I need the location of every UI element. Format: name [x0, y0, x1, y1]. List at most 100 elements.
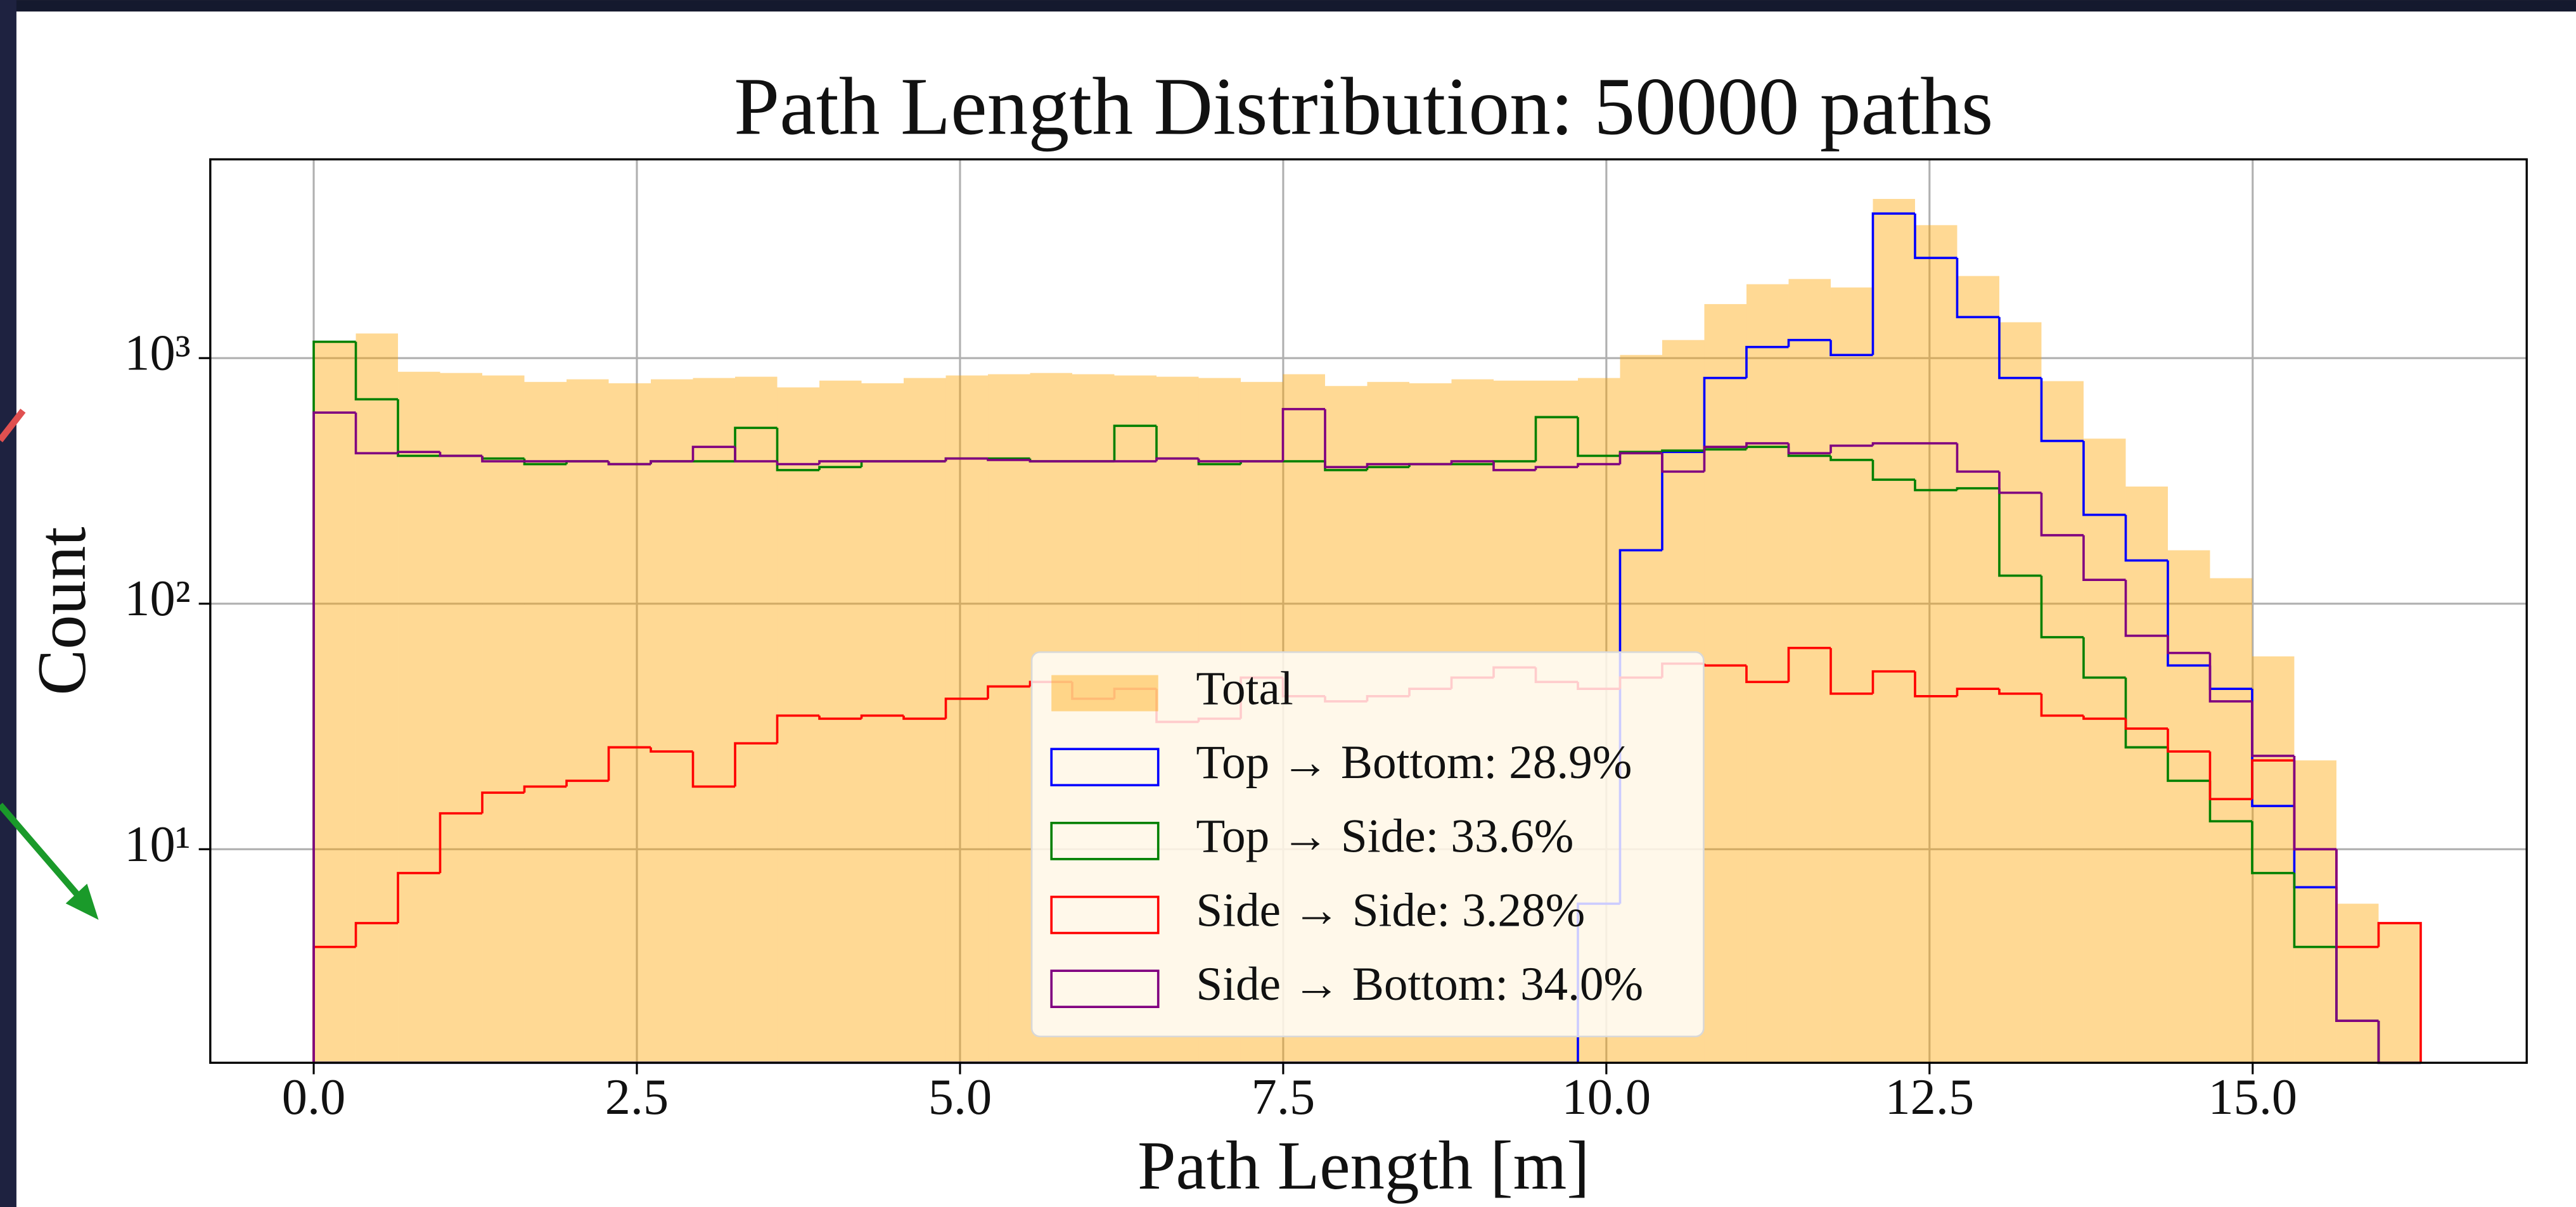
step-segment	[2040, 492, 2084, 537]
step-segment	[691, 445, 736, 462]
bar	[440, 373, 483, 1063]
bar	[2167, 550, 2210, 1063]
step-segment	[2082, 715, 2126, 720]
step-segment	[565, 779, 609, 787]
step-segment	[1956, 443, 1999, 473]
step-segment	[2335, 849, 2379, 1023]
legend-label: Top → Side: 33.6%	[1196, 810, 1573, 863]
axes-frame	[209, 158, 2528, 1064]
screen-frame-top	[0, 0, 2576, 12]
step-segment	[2040, 378, 2084, 442]
bar	[1830, 287, 1873, 1063]
step-segment	[2124, 580, 2168, 637]
step-segment	[1956, 258, 1999, 319]
step-segment	[1787, 338, 1831, 347]
legend-label: Side → Bottom: 34.0%	[1196, 958, 1643, 1011]
legend-label: Side → Side: 3.28%	[1196, 884, 1585, 936]
step-segment	[2208, 751, 2252, 801]
bar	[398, 371, 440, 1063]
step-segment	[1113, 425, 1157, 462]
bar	[2378, 923, 2421, 1063]
bar	[904, 378, 946, 1063]
step-segment	[1998, 317, 2042, 380]
bar	[1914, 225, 1958, 1063]
step-segment	[2124, 677, 2168, 749]
step-segment	[1745, 442, 1789, 447]
bar	[861, 383, 904, 1063]
step-segment	[1366, 463, 1409, 468]
step-segment	[2167, 560, 2210, 667]
step-segment	[1661, 450, 1705, 551]
step-segment	[1661, 449, 1705, 452]
step-segment	[691, 751, 736, 788]
step-segment	[1028, 459, 1073, 463]
step-segment	[944, 457, 989, 462]
step-segment	[1829, 340, 1873, 357]
step-segment	[734, 742, 778, 787]
bar	[735, 376, 778, 1063]
step-segment	[2124, 718, 2168, 730]
step-segment	[1577, 417, 1620, 457]
bar	[1704, 303, 1746, 1063]
step-segment	[1914, 480, 1958, 492]
x-tick-label: 15.0	[2208, 1069, 2297, 1125]
bar	[1873, 198, 1915, 1063]
bar	[1999, 322, 2042, 1063]
step-segment	[1998, 471, 2042, 494]
y-axis-label: Count	[23, 527, 100, 695]
legend-box	[1030, 651, 1705, 1038]
bar	[2336, 904, 2379, 1063]
step-segment	[1829, 444, 1873, 454]
step-segment	[354, 922, 399, 947]
step-segment	[2124, 514, 2168, 562]
step-segment	[818, 460, 862, 464]
legend-swatch	[1050, 895, 1160, 935]
x-tick-label: 7.5	[1252, 1069, 1315, 1125]
step-segment	[1745, 665, 1789, 684]
x-axis-label: Path Length [m]	[1137, 1127, 1590, 1204]
step-segment	[818, 466, 862, 470]
step-segment	[312, 411, 356, 1063]
annotation-arrow	[0, 802, 85, 903]
step-segment	[2251, 821, 2295, 874]
step-segment	[1703, 376, 1746, 452]
step-segment	[1998, 488, 2042, 577]
step-segment	[2377, 922, 2422, 1063]
bar	[1746, 284, 1789, 1063]
step-segment	[1871, 212, 1915, 355]
step-segment	[2040, 575, 2084, 639]
step-segment	[397, 872, 440, 923]
legend-label: Total	[1196, 662, 1293, 715]
y-tick-label: 10²	[124, 570, 190, 627]
bar	[819, 380, 862, 1063]
bar	[651, 379, 693, 1063]
step-segment	[650, 747, 693, 753]
step-segment	[1787, 646, 1831, 682]
step-segment	[1492, 461, 1536, 471]
step-segment	[776, 428, 820, 471]
bar	[608, 383, 651, 1063]
step-segment	[2082, 535, 2126, 582]
step-segment	[439, 452, 483, 457]
step-segment	[2293, 872, 2336, 948]
x-tick-label: 10.0	[1562, 1069, 1651, 1125]
step-segment	[1618, 452, 1662, 464]
bar	[693, 378, 736, 1063]
step-segment	[1661, 453, 1705, 473]
step-segment	[1956, 687, 1999, 696]
step-segment	[650, 460, 693, 464]
bar	[777, 387, 820, 1063]
bar	[2083, 438, 2126, 1063]
step-segment	[2082, 637, 2126, 679]
step-segment	[1281, 407, 1325, 462]
step-segment	[2167, 635, 2210, 655]
step-segment	[439, 812, 483, 873]
chart-title: Path Length Distribution: 50000 paths	[734, 61, 1993, 152]
step-segment	[1829, 456, 1873, 461]
bar	[988, 374, 1030, 1063]
step-segment	[860, 714, 904, 719]
step-segment	[523, 785, 567, 793]
legend: Total Top → Bottom: 28.9% Top → Side: 33.6…	[1030, 651, 1705, 1038]
